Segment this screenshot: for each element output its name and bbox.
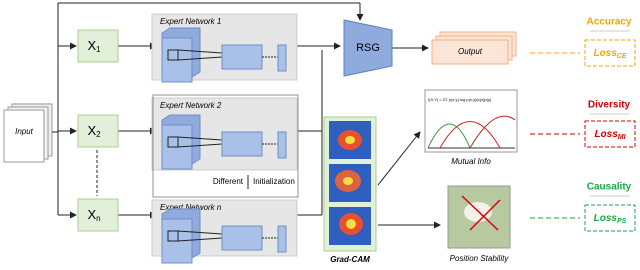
gradcam: Grad-CAM [323,116,377,264]
mutual-info-label: Mutual Info [451,157,491,166]
connectors [52,2,441,229]
init-note: Initialization [253,177,295,186]
layer [161,124,193,170]
loss-heading: Diversity [588,100,631,111]
input-label: Input [15,127,34,136]
expert-title: Expert Network 2 [160,101,222,110]
feature: X2 [87,123,101,139]
output: Output [431,31,517,65]
kernel [167,230,179,242]
feature: Xn [87,207,100,223]
output-label: Output [458,47,483,56]
kernel [167,136,179,148]
layer [161,37,193,83]
rsg-label: RSG [356,42,380,54]
fc [277,131,287,159]
fc [277,225,287,253]
gradcam-label: Grad-CAM [330,255,370,264]
losses: AccuracyLossCEDiversityLossMICausalityLo… [530,17,636,232]
loss-name: Loss [594,129,618,140]
position-stability: Position Stability [447,185,511,263]
loss-label: LossCE [593,48,626,60]
position-label: Position Stability [450,254,510,263]
expert-title: Expert Network n [160,203,222,212]
rsg [343,19,393,77]
loss-sub: PS [617,218,627,225]
proj [177,49,223,61]
loss-name: Loss [594,213,618,224]
experts: Expert Network 1 Expert Network 2 Expert N… [151,13,298,264]
proj [177,136,223,148]
loss-heading: Accuracy [586,17,631,28]
layer [221,44,263,70]
loss-box [584,120,636,148]
mutual-info: I(X;Y) = ΣΣ p(x,y) log p(x,y)/p(x)p(y) M… [424,89,518,166]
feature: X1 [87,38,101,54]
loss-box [584,204,636,232]
proj [177,230,223,242]
layer [221,131,263,157]
features: X1 X2 Xn [77,29,119,232]
loss-sub: CE [617,53,627,60]
loss-sub: MI [618,134,627,141]
loss-name: Loss [593,48,617,59]
loss-label: LossMI [594,129,626,141]
input-stack: Input [3,103,53,163]
loss-box [584,39,636,67]
selection-box [152,94,299,198]
loss-heading: Causality [587,182,632,193]
layer [221,225,263,251]
fc [277,44,287,72]
init-note: Different [213,177,244,186]
loss-label: LossPS [594,213,627,225]
expert-title: Expert Network 1 [160,17,221,26]
kernel [167,49,179,61]
formula: I(X;Y) = ΣΣ p(x,y) log p(x,y)/p(x)p(y) [428,97,492,102]
